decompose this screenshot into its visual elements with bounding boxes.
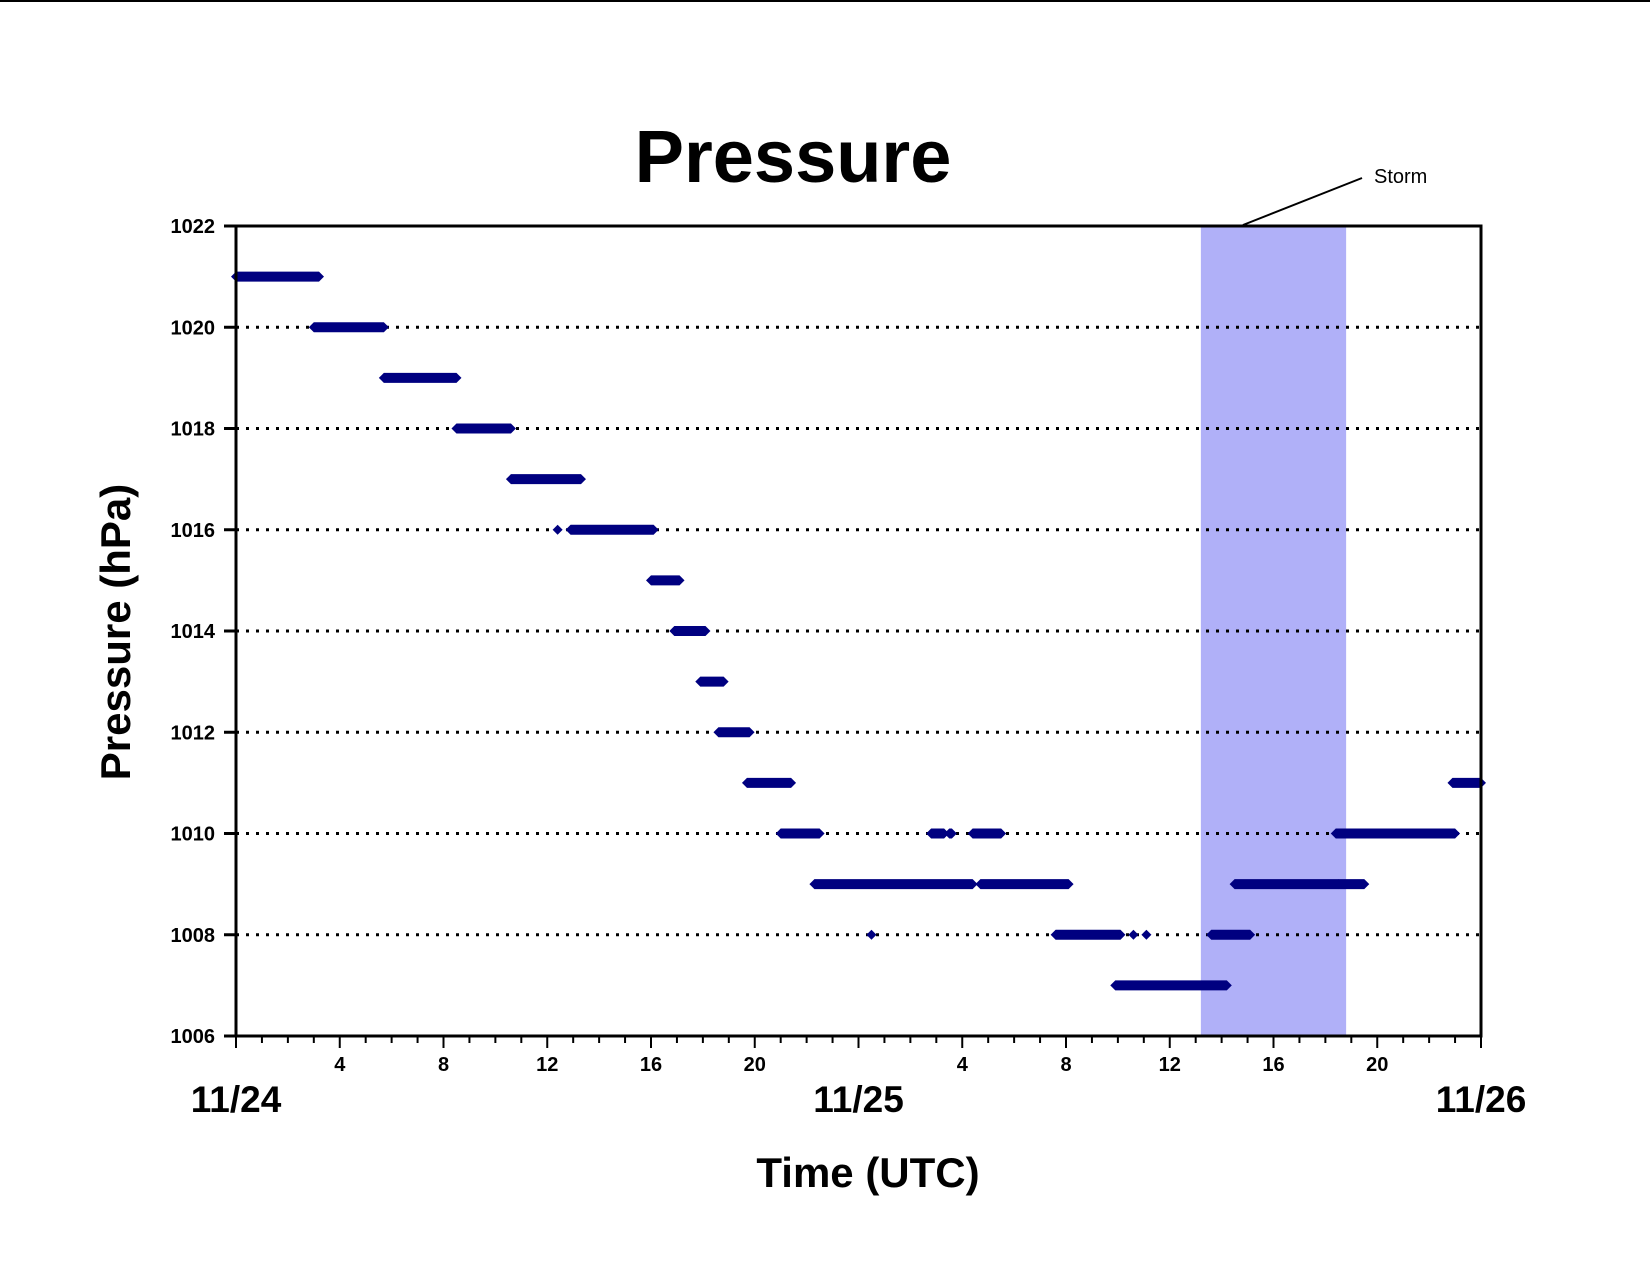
data-run <box>975 879 1074 890</box>
data-run <box>1050 929 1126 940</box>
date-label: 11/26 <box>1436 1079 1527 1120</box>
y-tick-label: 1018 <box>171 419 216 441</box>
data-run <box>1110 980 1232 991</box>
data-run <box>1330 828 1461 839</box>
y-tick-label: 1014 <box>171 621 216 643</box>
data-run <box>809 879 978 890</box>
x-tick-label: 12 <box>1159 1054 1181 1076</box>
data-run <box>231 271 324 282</box>
data-run <box>741 777 797 788</box>
x-tick-label: 16 <box>640 1054 662 1076</box>
x-tick-label: 4 <box>957 1054 969 1076</box>
data-run <box>1229 879 1344 890</box>
storm-label: Storm <box>1374 166 1427 188</box>
y-tick-label: 1016 <box>171 520 216 542</box>
data-run <box>1141 929 1152 940</box>
data-run <box>505 474 586 485</box>
data-run <box>1206 929 1256 940</box>
data-run <box>1333 879 1370 890</box>
storm-band <box>1200 226 1347 1036</box>
data-run <box>308 322 389 333</box>
x-tick-label: 20 <box>1366 1054 1388 1076</box>
chart-title: Pressure <box>635 115 952 198</box>
data-run <box>378 372 462 383</box>
y-tick-label: 1010 <box>171 824 216 846</box>
data-run <box>695 676 729 687</box>
data-run <box>552 524 563 535</box>
data-run <box>451 423 516 434</box>
y-tick-label: 1008 <box>171 925 216 947</box>
data-run <box>565 524 659 535</box>
storm-leader-line <box>1242 177 1363 226</box>
y-tick-label: 1012 <box>171 722 216 744</box>
y-tick-label: 1022 <box>171 216 216 238</box>
data-run <box>967 828 1007 839</box>
data-run <box>669 626 711 636</box>
y-tick-label: 1006 <box>171 1026 216 1048</box>
x-tick-label: 16 <box>1262 1054 1284 1076</box>
data-run <box>944 828 957 839</box>
x-tick-label: 12 <box>536 1054 558 1076</box>
x-axis-title: Time (UTC) <box>756 1149 979 1196</box>
data-run <box>926 828 950 839</box>
x-tick-label: 8 <box>1060 1054 1071 1076</box>
date-label: 11/25 <box>813 1079 904 1120</box>
data-run <box>866 929 877 940</box>
y-tick-label: 1020 <box>171 317 216 339</box>
x-tick-label: 8 <box>438 1054 449 1076</box>
data-run <box>1447 777 1486 788</box>
data-run <box>646 575 685 586</box>
data-run <box>1128 929 1139 940</box>
data-run <box>775 828 825 839</box>
y-axis-title: Pressure (hPa) <box>92 484 139 780</box>
x-tick-label: 20 <box>744 1054 766 1076</box>
x-tick-label: 4 <box>334 1054 346 1076</box>
date-label: 11/24 <box>191 1079 282 1120</box>
data-run <box>713 727 755 738</box>
